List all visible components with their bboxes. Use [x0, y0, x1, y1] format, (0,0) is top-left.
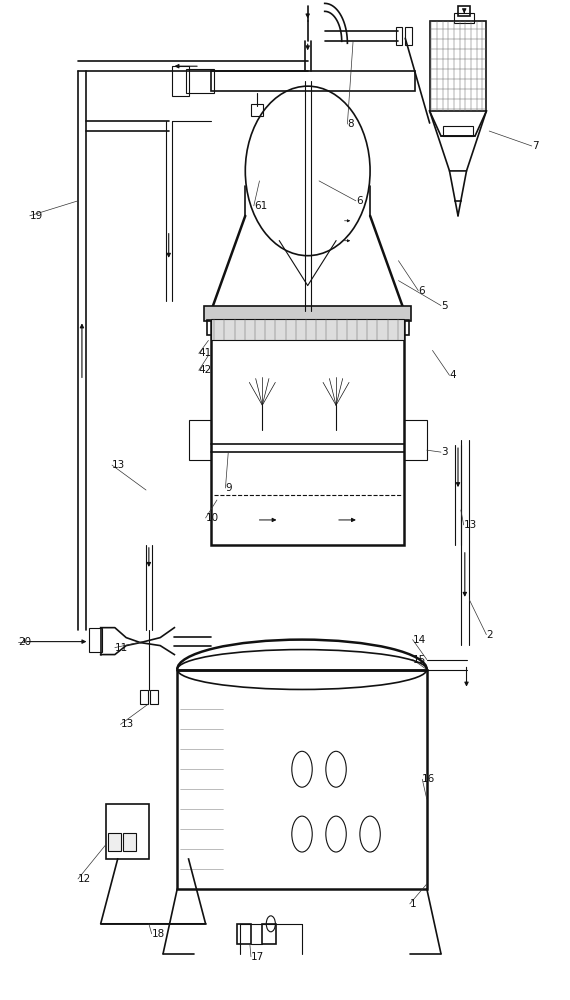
Bar — [140, 690, 148, 704]
Text: 8: 8 — [347, 119, 354, 129]
Bar — [207, 320, 409, 335]
Text: 19: 19 — [30, 211, 43, 221]
Text: 9: 9 — [226, 483, 232, 493]
Text: 12: 12 — [78, 874, 91, 884]
Text: 5: 5 — [441, 301, 447, 311]
Bar — [443, 126, 473, 136]
Bar — [150, 690, 158, 704]
Text: 20: 20 — [18, 637, 31, 647]
Bar — [405, 27, 412, 45]
Text: 1: 1 — [410, 899, 417, 909]
Text: 10: 10 — [206, 513, 219, 523]
Text: 6: 6 — [356, 196, 363, 206]
Text: 13: 13 — [112, 460, 125, 470]
Text: 17: 17 — [251, 952, 264, 962]
Text: 14: 14 — [413, 635, 426, 645]
Bar — [454, 13, 474, 23]
Bar — [396, 27, 402, 45]
Bar — [89, 628, 102, 652]
Text: 2: 2 — [486, 630, 493, 640]
Text: 18: 18 — [152, 929, 165, 939]
Bar — [177, 670, 427, 889]
Text: 7: 7 — [532, 141, 539, 151]
Text: 13: 13 — [463, 520, 477, 530]
Text: 3: 3 — [441, 447, 447, 457]
Bar — [458, 6, 470, 16]
Text: 41: 41 — [199, 348, 212, 358]
Text: 11: 11 — [115, 643, 128, 653]
Bar — [108, 833, 120, 851]
Text: 13: 13 — [120, 719, 134, 729]
Bar — [123, 833, 136, 851]
Text: 4: 4 — [450, 370, 456, 380]
Bar — [189, 420, 211, 460]
Bar — [237, 924, 251, 944]
Bar — [211, 319, 404, 340]
Text: 42: 42 — [199, 365, 212, 375]
Bar — [404, 420, 427, 460]
Text: 61: 61 — [254, 201, 267, 211]
Bar — [186, 69, 214, 93]
Bar — [107, 804, 149, 859]
Bar — [430, 21, 486, 111]
Bar — [211, 311, 404, 545]
Text: 6: 6 — [418, 286, 425, 296]
Bar — [262, 924, 276, 944]
Bar — [211, 71, 416, 91]
Bar — [205, 306, 411, 320]
Text: 15: 15 — [413, 655, 426, 665]
Bar — [251, 104, 263, 116]
Text: 16: 16 — [422, 774, 435, 784]
Bar — [172, 66, 189, 96]
